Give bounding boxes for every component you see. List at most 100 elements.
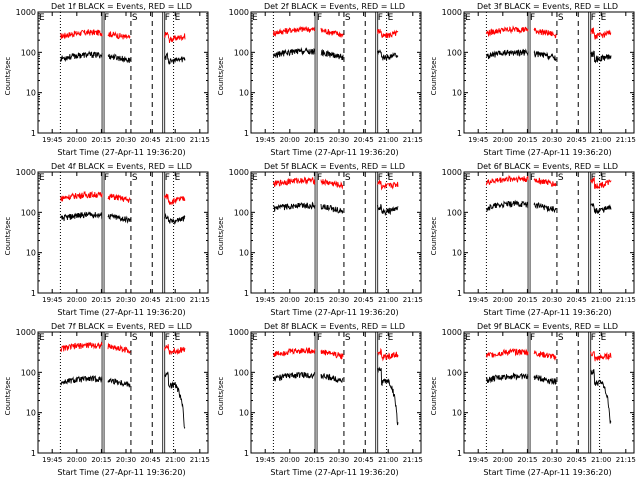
x-axis-label: Start Time (27-Apr-11 19:36:20) (483, 148, 612, 157)
y-tick-label: 1000 (229, 168, 249, 177)
detector-panel: Det 4f BLACK = Events, RED = LLD Start Ti… (0, 160, 213, 320)
panel-title: Det 1f BLACK = Events, RED = LLD (50, 2, 193, 11)
x-tick-label: 20:45 (141, 136, 161, 144)
panel-plot: 1 10 100 1000 19:45 20:00 20:15 20:30 20:45 21:00… (16, 328, 210, 464)
x-axis-label: Start Time (27-Apr-11 19:36:20) (57, 148, 186, 157)
plot-frame (37, 171, 209, 294)
y-tick-label: 100 (234, 208, 249, 217)
marker-label: E (465, 13, 471, 23)
panel-plot: 1 10 100 1000 19:45 20:00 20:15 20:30 20:45 21:00… (16, 168, 210, 304)
marker-label: E (39, 333, 45, 343)
marker-label: F (530, 333, 535, 343)
x-tick-label: 20:45 (567, 296, 587, 304)
plot-frame (250, 171, 422, 294)
x-tick-label: 19:45 (255, 456, 275, 464)
lld-series-line (60, 341, 186, 356)
x-tick-label: 21:15 (403, 456, 423, 464)
marker-label: E (39, 13, 45, 23)
marker-label: S (132, 173, 138, 183)
y-tick-label: 1 (457, 449, 462, 458)
detector-panel: Det 3f BLACK = Events, RED = LLD Start Ti… (426, 0, 639, 160)
x-tick-label: 20:45 (354, 296, 374, 304)
x-tick-label: 21:15 (403, 136, 423, 144)
x-tick-label: 20:15 (91, 136, 111, 144)
panel-plot: 1 10 100 1000 19:45 20:00 20:15 20:30 20:45 21:00… (442, 8, 636, 144)
y-tick-label: 10 (239, 409, 249, 418)
y-tick-label: 1 (31, 449, 36, 458)
marker-label: F (104, 333, 109, 343)
marker-label: F (317, 333, 322, 343)
x-tick-label: 21:00 (591, 296, 611, 304)
marker-label: E (465, 173, 471, 183)
x-tick-label: 19:45 (255, 296, 275, 304)
marker-label: S (345, 13, 351, 23)
events-series-line (59, 371, 186, 429)
events-series-line (273, 201, 399, 217)
x-tick-label: 21:15 (616, 136, 636, 144)
marker-label: F (317, 173, 322, 183)
x-axis-label: Start Time (27-Apr-11 19:36:20) (270, 148, 399, 157)
y-tick-label: 1 (457, 289, 462, 298)
marker-label: F (530, 13, 535, 23)
marker-label: E (388, 173, 394, 183)
y-tick-label: 100 (21, 48, 36, 57)
x-tick-label: 20:15 (91, 456, 111, 464)
events-series-line (60, 211, 186, 226)
marker-label: F (378, 333, 383, 343)
x-tick-label: 20:45 (567, 456, 587, 464)
y-tick-label: 100 (447, 208, 462, 217)
y-tick-label: 10 (452, 409, 462, 418)
panel-plot: 1 10 100 1000 19:45 20:00 20:15 20:30 20:45 21:00… (442, 168, 636, 304)
panel-title: Det 3f BLACK = Events, RED = LLD (476, 2, 619, 11)
marker-label: E (388, 13, 394, 23)
y-tick-label: 10 (239, 89, 249, 98)
y-tick-label: 1 (244, 289, 249, 298)
plot-frame (463, 331, 635, 454)
lld-series-line (485, 174, 612, 190)
y-tick-label: 1000 (442, 8, 462, 17)
x-tick-label: 20:30 (116, 136, 136, 144)
y-tick-label: 1000 (442, 328, 462, 337)
x-tick-label: 19:45 (255, 136, 275, 144)
x-tick-label: 20:00 (67, 456, 87, 464)
marker-label: S (345, 333, 351, 343)
y-tick-label: 100 (234, 48, 249, 57)
lld-series-line (272, 176, 399, 191)
x-tick-label: 19:45 (468, 456, 488, 464)
y-tick-label: 1000 (229, 328, 249, 337)
detector-panel: Det 2f BLACK = Events, RED = LLD Start Ti… (213, 0, 426, 160)
events-series-line (272, 47, 399, 61)
y-tick-label: 1 (244, 129, 249, 138)
lld-series-line (272, 346, 399, 362)
y-tick-label: 1 (457, 129, 462, 138)
y-tick-label: 10 (26, 249, 36, 258)
y-tick-label: 10 (239, 249, 249, 258)
y-tick-label: 100 (21, 208, 36, 217)
x-tick-label: 20:45 (141, 296, 161, 304)
marker-label: S (558, 333, 564, 343)
plot-frame (463, 171, 635, 294)
x-tick-label: 21:15 (190, 456, 210, 464)
x-tick-label: 20:30 (116, 296, 136, 304)
y-tick-label: 1000 (16, 168, 36, 177)
y-tick-label: 1000 (16, 328, 36, 337)
marker-label: F (317, 13, 322, 23)
x-tick-label: 19:45 (42, 136, 62, 144)
x-tick-label: 21:15 (190, 296, 210, 304)
panel-plot: 1 10 100 1000 19:45 20:00 20:15 20:30 20:45 21:00… (229, 328, 423, 464)
marker-label: S (558, 173, 564, 183)
marker-label: S (558, 13, 564, 23)
x-tick-label: 19:45 (42, 456, 62, 464)
panel-title: Det 9f BLACK = Events, RED = LLD (476, 322, 619, 331)
x-tick-label: 20:45 (567, 136, 587, 144)
detector-panel: Det 7f BLACK = Events, RED = LLD Start Ti… (0, 320, 213, 480)
x-tick-label: 20:15 (91, 296, 111, 304)
panel-plot: 1 10 100 1000 19:45 20:00 20:15 20:30 20:45 21:00… (16, 8, 210, 144)
x-tick-label: 19:45 (468, 136, 488, 144)
x-tick-label: 20:00 (280, 456, 300, 464)
x-axis-label: Start Time (27-Apr-11 19:36:20) (270, 308, 399, 317)
lld-series-line (485, 25, 612, 40)
plot-frame (250, 331, 422, 454)
y-tick-label: 100 (447, 48, 462, 57)
panel-title: Det 7f BLACK = Events, RED = LLD (50, 322, 193, 331)
